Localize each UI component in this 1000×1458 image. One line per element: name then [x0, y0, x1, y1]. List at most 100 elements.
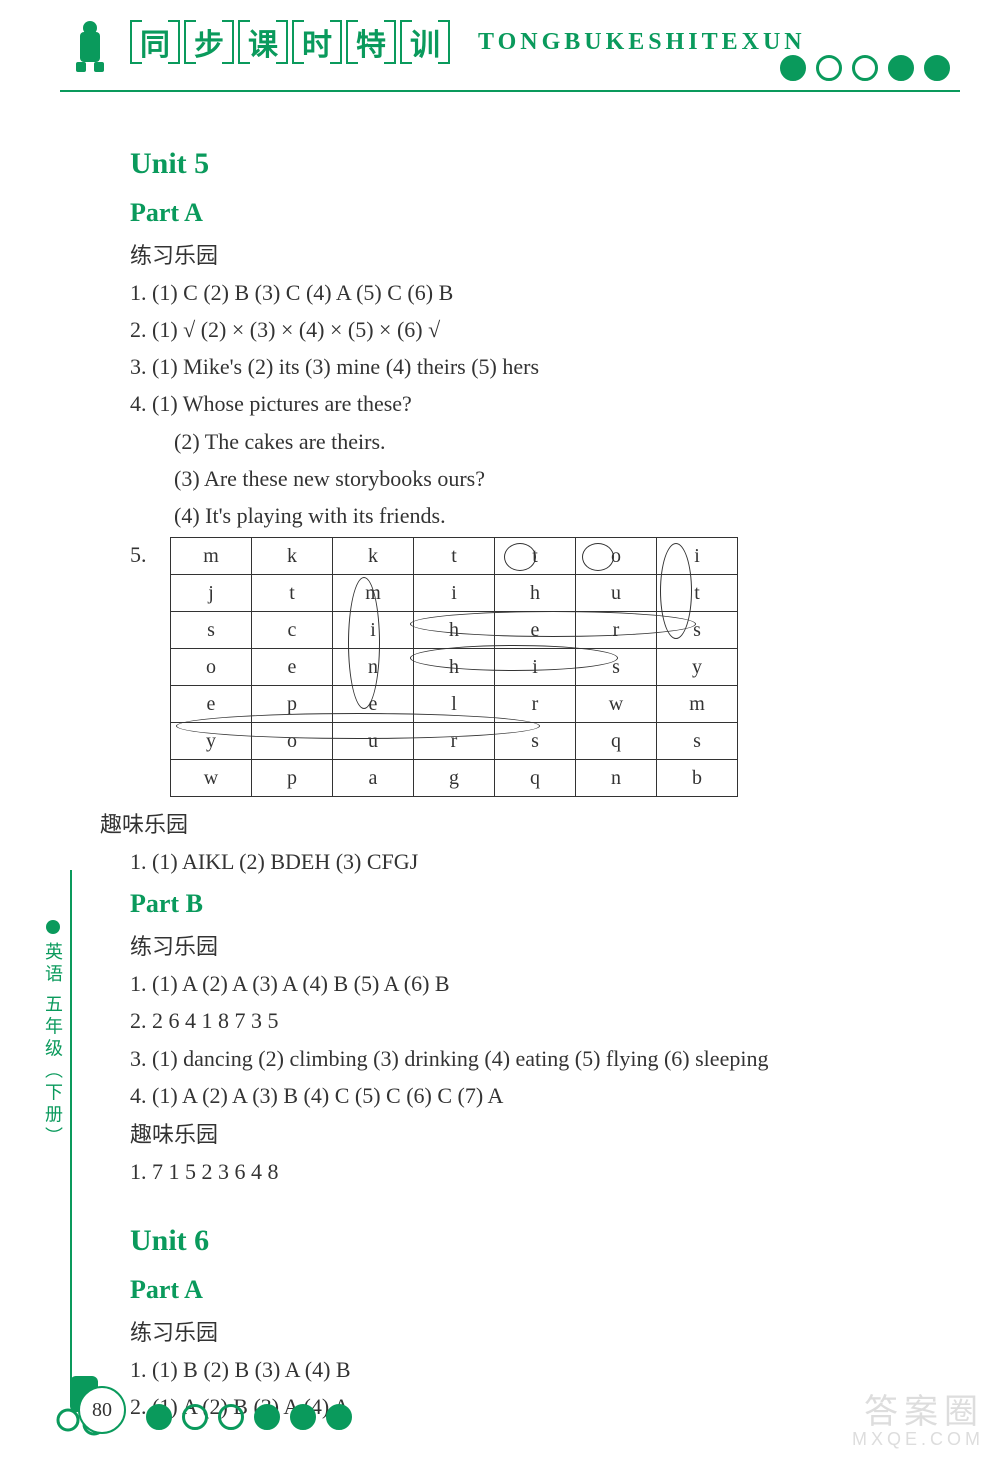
grid-cell: o	[576, 538, 657, 575]
grid-cell: i	[333, 612, 414, 649]
watermark: 答案圈 MXQE.COM	[852, 1384, 984, 1450]
page-header: 同 步 课 时 特 训 TONGBUKESHITEXUN	[0, 0, 1000, 110]
dot-icon	[46, 920, 60, 934]
grid-cell: e	[252, 649, 333, 686]
watermark-line1: 答案圈	[852, 1384, 984, 1433]
answer-line: 4. (1) Whose pictures are these?	[130, 386, 920, 421]
letter-grid: mkkttoijtmihutscihersoenhisyepelrwmyours…	[170, 537, 738, 797]
unit-title: Unit 6	[130, 1217, 920, 1265]
circle-icon	[924, 55, 950, 81]
grid-cell: e	[333, 686, 414, 723]
circle-icon	[290, 1404, 316, 1430]
side-tab: 英语 五年级（下册）	[40, 920, 66, 1149]
grid-cell: p	[252, 760, 333, 797]
grid-cell: s	[657, 723, 738, 760]
header-divider	[60, 90, 960, 92]
grid-cell: s	[576, 649, 657, 686]
grid-cell: h	[414, 649, 495, 686]
grid-cell: h	[414, 612, 495, 649]
mascot-top-icon	[70, 18, 110, 74]
grid-cell: k	[333, 538, 414, 575]
q5-label: 5.	[130, 537, 158, 572]
grid-cell: y	[171, 723, 252, 760]
grid-cell: r	[414, 723, 495, 760]
grid-cell: q	[576, 723, 657, 760]
grid-cell: c	[252, 612, 333, 649]
grid-cell: k	[252, 538, 333, 575]
grid-cell: o	[171, 649, 252, 686]
header-char: 时	[296, 20, 338, 64]
header-char: 训	[404, 20, 446, 64]
part-title: Part A	[130, 192, 920, 234]
section-label: 趣味乐园	[130, 1117, 920, 1152]
grid-cell: e	[495, 612, 576, 649]
grid-cell: l	[414, 686, 495, 723]
answer-line: 1. (1) C (2) B (3) C (4) A (5) C (6) B	[130, 275, 920, 310]
answer-line: 4. (1) A (2) A (3) B (4) C (5) C (6) C (…	[130, 1078, 920, 1113]
section-label: 练习乐园	[130, 1315, 920, 1350]
grid-cell: o	[252, 723, 333, 760]
answer-line: (2) The cakes are theirs.	[130, 424, 920, 459]
circle-icon	[888, 55, 914, 81]
header-title-chinese: 同 步 课 时 特 训	[130, 20, 450, 64]
grid-cell: h	[495, 575, 576, 612]
grid-cell: i	[657, 538, 738, 575]
part-title: Part A	[130, 1269, 920, 1311]
grid-cell: n	[576, 760, 657, 797]
answer-line: 3. (1) Mike's (2) its (3) mine (4) their…	[130, 349, 920, 384]
section-label: 练习乐园	[130, 238, 920, 273]
grid-cell: t	[495, 538, 576, 575]
grid-cell: j	[171, 575, 252, 612]
letter-grid-container: mkkttoijtmihutscihersoenhisyepelrwmyours…	[158, 537, 738, 797]
unit-title: Unit 5	[130, 140, 920, 188]
header-char: 同	[134, 20, 176, 64]
circle-icon	[326, 1404, 352, 1430]
grid-cell: r	[495, 686, 576, 723]
grid-cell: q	[495, 760, 576, 797]
part-title: Part B	[130, 883, 920, 925]
grid-cell: w	[576, 686, 657, 723]
answer-line: 2. 2 6 4 1 8 7 3 5	[130, 1003, 920, 1038]
page-content: Unit 5 Part A 练习乐园 1. (1) C (2) B (3) C …	[0, 110, 1000, 1425]
header-char: 步	[188, 20, 230, 64]
answer-line: 1. (1) AIKL (2) BDEH (3) CFGJ	[130, 844, 920, 879]
answer-line: (3) Are these new storybooks ours?	[130, 461, 920, 496]
circle-icon	[780, 55, 806, 81]
section-label: 趣味乐园	[100, 807, 920, 842]
grid-cell: i	[414, 575, 495, 612]
grid-cell: m	[657, 686, 738, 723]
circle-icon	[218, 1404, 244, 1430]
grid-cell: s	[657, 612, 738, 649]
grid-cell: t	[657, 575, 738, 612]
grid-cell: g	[414, 760, 495, 797]
grid-cell: y	[657, 649, 738, 686]
grid-cell: s	[495, 723, 576, 760]
answer-line: 1. (1) A (2) A (3) A (4) B (5) A (6) B	[130, 966, 920, 1001]
watermark-line2: MXQE.COM	[852, 1429, 984, 1450]
footer-decor-circles	[140, 1404, 352, 1435]
grid-cell: u	[333, 723, 414, 760]
grid-cell: p	[252, 686, 333, 723]
answer-line: 1. 7 1 5 2 3 6 4 8	[130, 1154, 920, 1189]
header-char: 特	[350, 20, 392, 64]
grid-cell: t	[414, 538, 495, 575]
circle-icon	[146, 1404, 172, 1430]
grid-cell: m	[333, 575, 414, 612]
grid-cell: t	[252, 575, 333, 612]
grid-cell: b	[657, 760, 738, 797]
section-label: 练习乐园	[130, 929, 920, 964]
page-number: 80	[78, 1386, 126, 1434]
grid-cell: i	[495, 649, 576, 686]
grid-cell: w	[171, 760, 252, 797]
grid-cell: n	[333, 649, 414, 686]
page-footer: 80	[50, 1368, 960, 1438]
side-tab-text: 英语 五年级（下册）	[40, 942, 66, 1149]
grid-cell: u	[576, 575, 657, 612]
circle-icon	[254, 1404, 280, 1430]
circle-icon	[852, 55, 878, 81]
q5-grid-wrap: 5. mkkttoijtmihutscihersoenhisyepelrwmyo…	[130, 537, 920, 797]
answer-line: 3. (1) dancing (2) climbing (3) drinking…	[130, 1041, 920, 1076]
side-divider	[70, 870, 72, 1398]
grid-cell: a	[333, 760, 414, 797]
circle-icon	[816, 55, 842, 81]
